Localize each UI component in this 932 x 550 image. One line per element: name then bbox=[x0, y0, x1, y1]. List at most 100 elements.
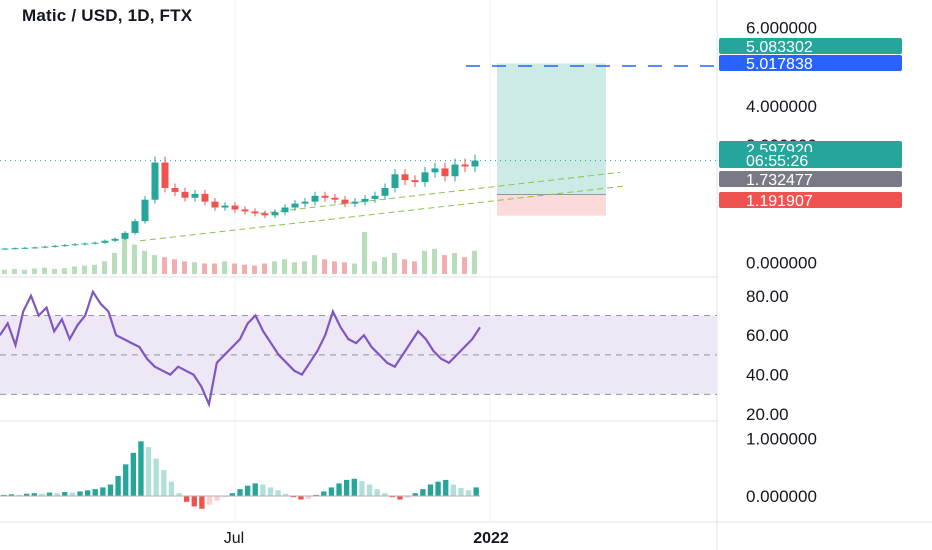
volume-bar bbox=[132, 244, 137, 274]
macd-histogram-bar bbox=[336, 483, 342, 497]
candle-body bbox=[361, 198, 369, 202]
macd-histogram-bar bbox=[260, 484, 266, 497]
price-tag-countdown: 06:55:26 bbox=[719, 152, 902, 170]
macd-histogram-bar bbox=[450, 484, 456, 497]
volume-bar bbox=[312, 255, 317, 274]
macd-histogram-bar bbox=[267, 487, 274, 497]
volume-bar bbox=[172, 259, 177, 274]
price-tag-entry: 1.732477 bbox=[719, 171, 902, 189]
volume-bar bbox=[192, 262, 197, 274]
macd-histogram-bar bbox=[237, 489, 243, 497]
price-tag-horizontal-line: 5.017838 bbox=[719, 55, 902, 73]
macd-histogram-bar bbox=[1, 494, 7, 497]
rsi-tick-label: 80.00 bbox=[746, 287, 789, 306]
macd-histogram-bar bbox=[305, 496, 312, 499]
candle-body bbox=[451, 164, 459, 177]
macd-histogram-bar bbox=[77, 491, 83, 497]
chart-title: Matic / USD, 1D, FTX bbox=[22, 6, 193, 25]
candle-body bbox=[341, 199, 349, 204]
price-tag-label: 1.191907 bbox=[746, 193, 813, 210]
price-tag-target: 5.083302 bbox=[719, 38, 902, 56]
macd-histogram-bar bbox=[435, 481, 441, 497]
macd-histogram-bar bbox=[92, 489, 98, 497]
candle-body bbox=[471, 160, 479, 167]
macd-histogram-bar bbox=[275, 490, 281, 497]
rsi-tick-label: 20.00 bbox=[746, 405, 789, 424]
candle-body bbox=[421, 172, 429, 183]
candle-body bbox=[221, 205, 229, 208]
candle-body bbox=[271, 212, 279, 216]
macd-histogram-bar bbox=[100, 487, 106, 497]
candle-body bbox=[111, 238, 119, 241]
macd-histogram-bar bbox=[374, 489, 380, 497]
candle-body bbox=[301, 201, 309, 204]
volume-bar bbox=[262, 263, 267, 274]
price-tag-label: 5.017838 bbox=[746, 56, 813, 73]
rsi-tick-label: 60.00 bbox=[746, 326, 789, 345]
volume-bar bbox=[342, 262, 347, 274]
candle-body bbox=[71, 244, 79, 246]
candle-body bbox=[171, 187, 179, 192]
macd-histogram-bar bbox=[191, 496, 197, 507]
volume-bar bbox=[62, 268, 67, 274]
price-tag-bg bbox=[719, 38, 902, 54]
macd-tick-label: 0.000000 bbox=[746, 487, 817, 506]
volume-bar bbox=[2, 269, 7, 274]
macd-histogram-bar bbox=[359, 481, 365, 497]
candle-body bbox=[11, 248, 19, 250]
candle-body bbox=[81, 243, 89, 245]
rsi-pane[interactable] bbox=[0, 289, 717, 408]
target-zone bbox=[497, 63, 606, 195]
volume-bar bbox=[272, 261, 277, 274]
macd-histogram-bar bbox=[351, 478, 357, 497]
volume-bar bbox=[352, 263, 357, 274]
candle-body bbox=[141, 199, 149, 222]
volume-bar bbox=[152, 255, 157, 274]
macd-histogram-bar bbox=[145, 447, 152, 497]
volume-bar bbox=[32, 268, 37, 274]
price-pane[interactable] bbox=[0, 63, 717, 274]
candle-body bbox=[411, 180, 419, 183]
volume-bar bbox=[82, 265, 87, 274]
candle-body bbox=[101, 240, 109, 243]
candle-body bbox=[91, 242, 99, 244]
candle-body bbox=[371, 195, 379, 199]
macd-histogram-bar bbox=[184, 496, 190, 502]
macd-pane[interactable] bbox=[0, 441, 480, 509]
trendline-lower bbox=[139, 185, 626, 242]
volume-bar bbox=[142, 250, 147, 274]
price-tick-label: 6.000000 bbox=[746, 19, 817, 38]
candle-body bbox=[311, 195, 319, 202]
volume-bar bbox=[112, 253, 117, 274]
candle-body bbox=[41, 246, 49, 248]
macd-histogram-bar bbox=[31, 493, 37, 497]
candle-body bbox=[251, 211, 259, 214]
volume-bar bbox=[442, 255, 447, 274]
volume-bar bbox=[392, 253, 397, 274]
macd-tick-label: 1.000000 bbox=[746, 429, 817, 448]
macd-histogram-bar bbox=[69, 492, 76, 497]
candle-body bbox=[321, 195, 329, 198]
volume-bar bbox=[52, 268, 57, 274]
macd-histogram-bar bbox=[107, 484, 114, 497]
volume-bar bbox=[412, 261, 417, 274]
price-tag-bg bbox=[719, 55, 902, 71]
macd-histogram-bar bbox=[222, 496, 228, 498]
macd-histogram-bar bbox=[244, 485, 251, 497]
volume-bar bbox=[92, 264, 97, 274]
candle-body bbox=[161, 162, 169, 188]
price-tick-label: 4.000000 bbox=[746, 97, 817, 116]
macd-histogram-bar bbox=[199, 496, 205, 509]
volume-bar bbox=[332, 261, 337, 274]
candle-body bbox=[461, 164, 469, 167]
macd-histogram-bar bbox=[473, 487, 479, 497]
volume-bar bbox=[42, 267, 47, 274]
macd-histogram-bar bbox=[84, 490, 91, 497]
macd-histogram-bar bbox=[16, 494, 22, 497]
volume-bar bbox=[292, 262, 297, 274]
volume-bar bbox=[12, 268, 17, 274]
volume-bar bbox=[472, 250, 477, 274]
candle-body bbox=[151, 162, 159, 200]
macd-histogram-bar bbox=[206, 496, 213, 505]
